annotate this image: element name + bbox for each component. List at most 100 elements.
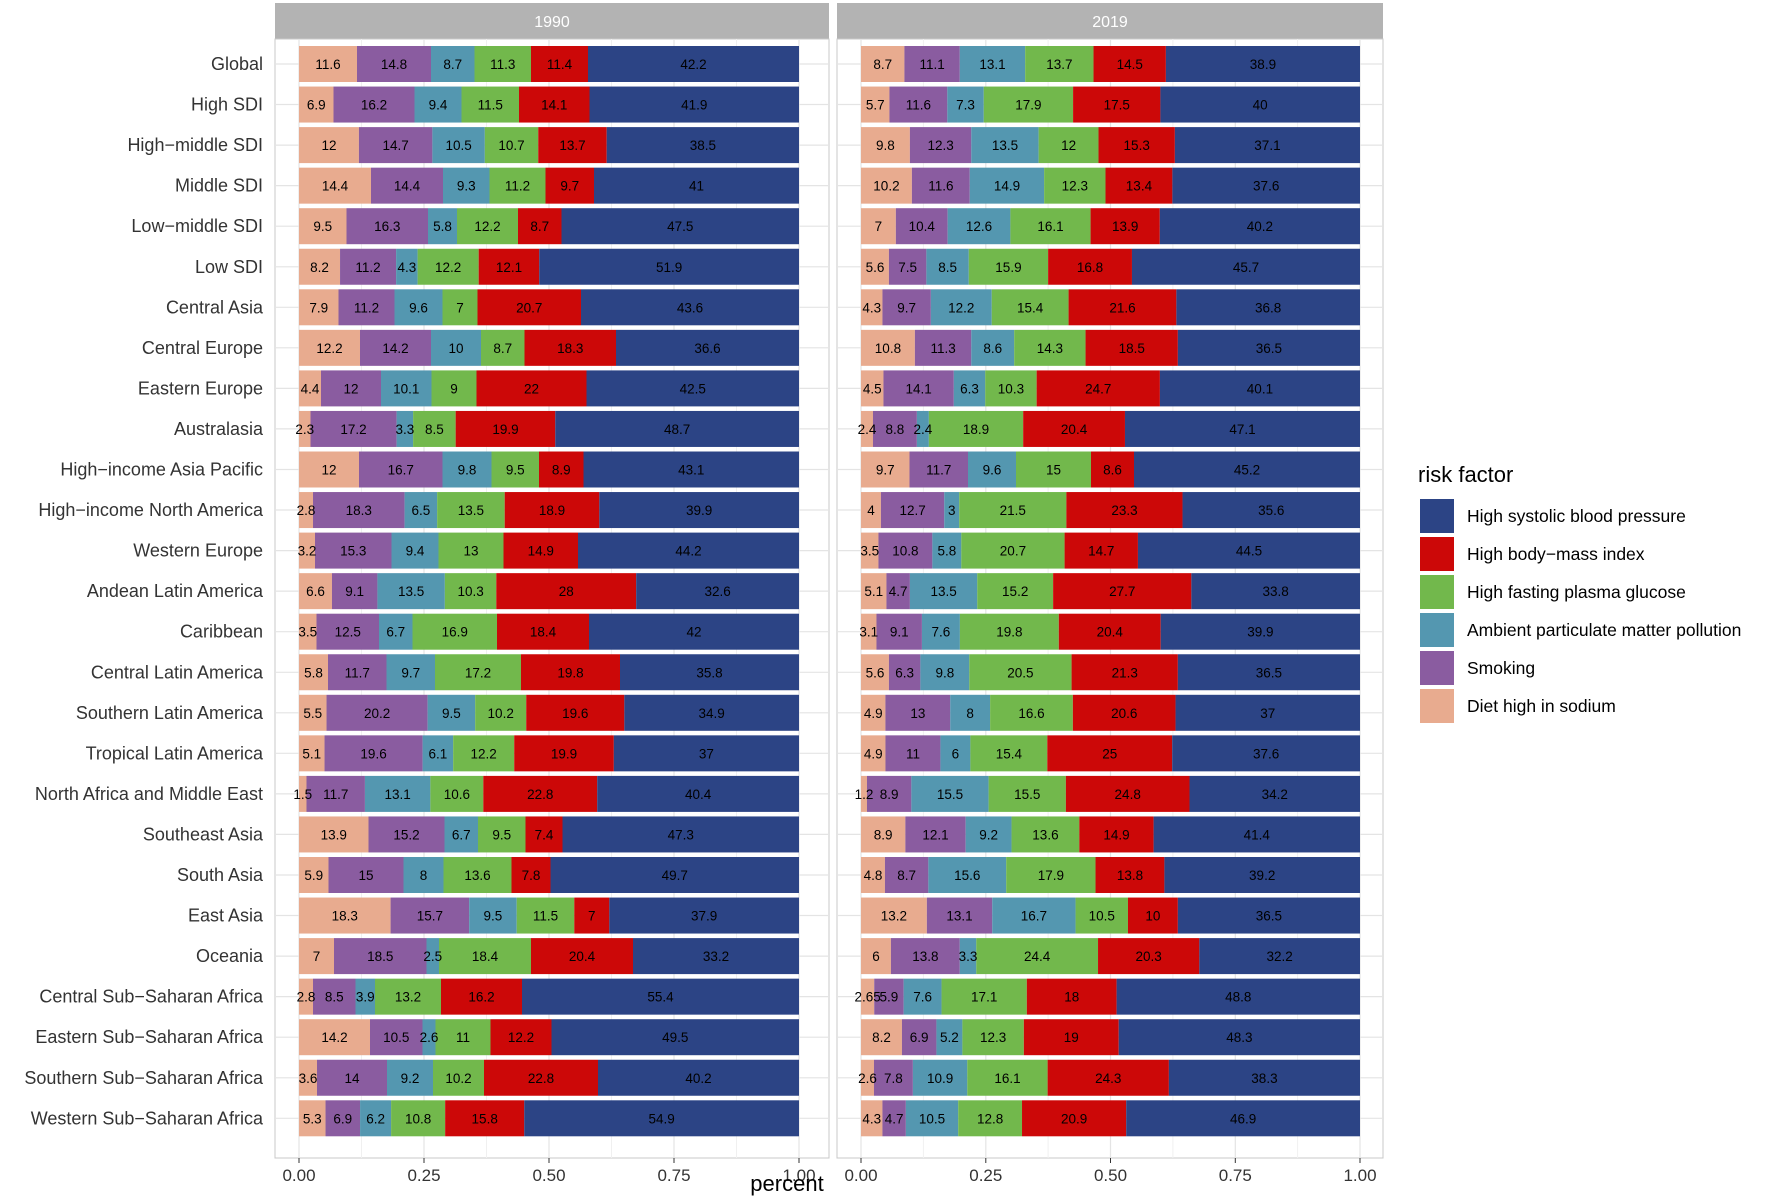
bar-segment	[1172, 167, 1360, 204]
bar-value-label: 6.9	[333, 1111, 352, 1126]
bar-segment	[551, 1019, 799, 1056]
bar-segment	[474, 46, 531, 82]
bar-value-label: 2.4	[913, 422, 932, 437]
bar-segment	[538, 127, 607, 164]
bar-value-label: 18.3	[346, 503, 372, 518]
bar-segment	[589, 86, 799, 123]
bar-value-label: 8.6	[1103, 463, 1122, 478]
bar-value-label: 5.5	[303, 706, 322, 721]
bar-value-label: 20.5	[1007, 665, 1033, 680]
bar-segment	[1116, 978, 1360, 1015]
bar-segment	[477, 289, 581, 326]
bar-segment	[555, 410, 799, 447]
bar-value-label: 3.5	[860, 544, 879, 559]
bar-value-label: 6.2	[366, 1111, 385, 1126]
bar-segment	[1091, 451, 1134, 488]
bar-value-label: 36.5	[1256, 341, 1282, 356]
bar-segment	[905, 1100, 959, 1137]
bar-segment	[1159, 370, 1360, 407]
bar-segment	[521, 654, 620, 691]
category-label: Andean Latin America	[87, 581, 264, 601]
bar-value-label: 19	[1064, 1030, 1079, 1045]
bar-segment	[522, 978, 799, 1015]
bar-segment	[518, 208, 562, 245]
bar-value-label: 4	[867, 503, 875, 518]
bar-value-label: 40	[1253, 98, 1268, 113]
bar-value-label: 10.7	[498, 138, 524, 153]
bar-segment	[950, 694, 991, 731]
bar-value-label: 11.6	[928, 179, 953, 194]
bar-segment	[861, 410, 873, 447]
bar-segment	[390, 897, 470, 934]
bar-value-label: 3.1	[859, 625, 878, 640]
bar-segment	[876, 613, 922, 650]
category-label: Tropical Latin America	[86, 743, 264, 763]
x-tick-label: 0.75	[1219, 1166, 1252, 1185]
bar-value-label: 11.2	[355, 260, 380, 275]
bar-segment	[364, 775, 431, 812]
bar-value-label: 12.2	[471, 746, 497, 761]
bar-value-label: 15.7	[417, 909, 443, 924]
bar-value-label: 20.3	[1136, 949, 1162, 964]
x-tick-label: 0.00	[844, 1166, 877, 1185]
bar-value-label: 12.3	[980, 1030, 1006, 1045]
category-label: Global	[211, 54, 263, 74]
bar-value-label: 8.2	[872, 1030, 891, 1045]
category-label: High−income North America	[38, 500, 264, 520]
bar-value-label: 10.5	[919, 1111, 945, 1126]
bar-value-label: 8	[966, 706, 974, 721]
legend-entry-label: High body−mass index	[1467, 544, 1645, 564]
bar-value-label: 14.8	[381, 57, 407, 72]
bar-value-label: 15.3	[340, 544, 366, 559]
bar-segment	[583, 451, 799, 488]
bar-value-label: 11.2	[354, 300, 379, 315]
bar-value-label: 42.5	[680, 381, 706, 396]
bar-segment	[427, 694, 476, 731]
bar-value-label: 2.6	[420, 1030, 439, 1045]
bar-segment	[531, 46, 588, 82]
bar-segment	[911, 775, 989, 812]
bar-segment	[888, 248, 927, 285]
bar-value-label: 20.7	[1000, 544, 1026, 559]
bar-segment	[861, 532, 879, 569]
bar-value-label: 37.1	[1254, 138, 1280, 153]
bar-value-label: 10.8	[892, 544, 918, 559]
bar-value-label: 6.7	[452, 827, 471, 842]
bar-segment	[355, 978, 375, 1015]
bar-segment	[904, 46, 960, 82]
bar-value-label: 20.2	[364, 706, 390, 721]
bar-value-label: 6.9	[910, 1030, 929, 1045]
bar-value-label: 10.5	[383, 1030, 409, 1045]
bar-value-label: 17.1	[971, 990, 997, 1005]
bar-segment	[882, 1100, 906, 1137]
bar-segment	[481, 329, 525, 366]
bar-value-label: 13.7	[559, 138, 585, 153]
bar-value-label: 8.7	[897, 868, 916, 883]
bar-segment	[578, 532, 799, 569]
bar-value-label: 5.6	[866, 665, 885, 680]
bar-value-label: 13	[463, 544, 478, 559]
bar-value-label: 24.8	[1115, 787, 1141, 802]
bar-value-label: 14.7	[1088, 544, 1114, 559]
bar-segment	[959, 938, 977, 975]
bar-value-label: 51.9	[656, 260, 682, 275]
bar-value-label: 10.2	[445, 1071, 471, 1086]
bar-segment	[453, 735, 515, 772]
bar-segment	[912, 1059, 968, 1096]
bar-segment	[1047, 735, 1173, 772]
bar-segment	[381, 370, 432, 407]
bar-segment	[519, 86, 590, 123]
bar-segment	[1126, 1100, 1360, 1137]
bar-value-label: 3.9	[356, 990, 375, 1005]
bar-value-label: 11.1	[919, 57, 944, 72]
bar-value-label: 10.5	[1089, 909, 1115, 924]
bar-segment	[299, 532, 315, 569]
bar-value-label: 9.8	[935, 665, 954, 680]
bar-segment	[947, 208, 1011, 245]
bar-segment	[968, 451, 1016, 488]
bar-value-label: 20.9	[1061, 1111, 1087, 1126]
bar-value-label: 13.6	[1032, 827, 1058, 842]
bar-segment	[299, 573, 332, 610]
bar-segment	[928, 410, 1024, 447]
bar-segment	[413, 410, 456, 447]
